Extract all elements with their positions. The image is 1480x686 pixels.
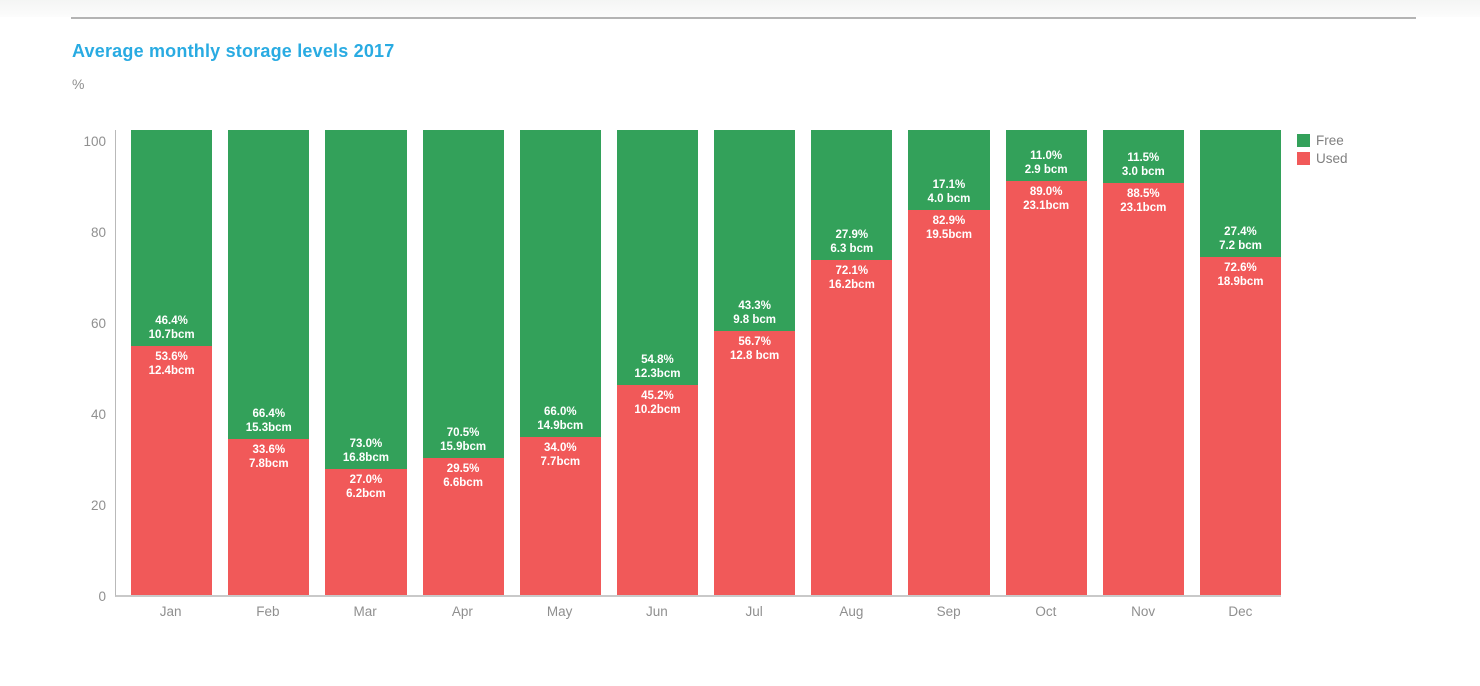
month-label-oct: Oct: [1035, 604, 1057, 619]
top-divider: [71, 17, 1416, 19]
y-tick-label-20: 20: [90, 498, 106, 513]
bar-segment-free-apr: 70.5% 15.9bcm: [422, 130, 504, 458]
segment-label-free-jun: 54.8% 12.3bcm: [634, 353, 681, 380]
bar-segment-free-nov: 11.5% 3.0 bcm: [1102, 130, 1184, 184]
month-label-may: May: [546, 604, 573, 619]
y-tick-label-40: 40: [90, 407, 106, 422]
bar-sep: 17.1% 4.0 bcm 82.9% 19.5bcm: [908, 130, 990, 595]
x-axis: Jan Feb Mar Apr May Jun Jul Aug Sep Oct Nov Dec: [130, 604, 1281, 619]
bar-oct: 11.0% 2.9 bcm 89.0% 23.1bcm: [1005, 130, 1087, 595]
segment-label-free-jan: 46.4% 10.7bcm: [148, 314, 195, 341]
month-label-dec: Dec: [1228, 604, 1253, 619]
bar-segment-free-oct: 11.0% 2.9 bcm: [1005, 130, 1087, 182]
segment-label-free-dec: 27.4% 7.2 bcm: [1219, 226, 1262, 253]
legend-label-free: Free: [1316, 132, 1344, 148]
segment-label-free-jul: 43.3% 9.8 bcm: [733, 300, 777, 327]
segment-label-used-may: 34.0% 7.7bcm: [540, 441, 581, 468]
bar-segment-free-aug: 27.9% 6.3 bcm: [811, 130, 893, 260]
segment-label-used-mar: 27.0% 6.2bcm: [346, 474, 386, 501]
bar-segment-used-dec: 72.6% 18.9bcm: [1199, 257, 1282, 595]
bar-segment-used-jan: 53.6% 12.4bcm: [131, 345, 213, 595]
bar-segment-used-apr: 29.5% 6.6bcm: [422, 457, 504, 595]
bar-feb: 66.4% 15.3bcm 33.6% 7.8bcm: [228, 130, 310, 595]
plot-area: 46.4% 10.7bcm 53.6% 12.4bcm 66.4% 15.3bcm 3…: [115, 130, 1282, 597]
bar-segment-free-jun: 54.8% 12.3bcm: [616, 130, 699, 385]
segment-label-used-jan: 53.6% 12.4bcm: [148, 350, 195, 377]
bar-segment-free-jul: 43.3% 9.8 bcm: [714, 130, 796, 332]
bar-aug: 27.9% 6.3 bcm 72.1% 16.2bcm: [811, 130, 893, 595]
segment-label-free-may: 66.0% 14.9bcm: [537, 405, 584, 432]
bar-segment-used-aug: 72.1% 16.2bcm: [811, 259, 893, 595]
bar-segment-used-feb: 33.6% 7.8bcm: [228, 438, 310, 595]
month-label-aug: Aug: [839, 604, 864, 619]
segment-label-used-feb: 33.6% 7.8bcm: [248, 443, 289, 470]
bar-may: 66.0% 14.9bcm 34.0% 7.7bcm: [519, 130, 601, 595]
bar-segment-free-jan: 46.4% 10.7bcm: [131, 130, 213, 346]
segment-label-used-aug: 72.1% 16.2bcm: [828, 264, 875, 291]
segment-label-free-sep: 17.1% 4.0 bcm: [927, 178, 971, 205]
bar-segment-free-dec: 27.4% 7.2 bcm: [1199, 130, 1282, 258]
legend-item-used: Used: [1297, 149, 1348, 167]
segment-label-free-aug: 27.9% 6.3 bcm: [830, 228, 874, 255]
bars-row: 46.4% 10.7bcm 53.6% 12.4bcm 66.4% 15.3bcm 3…: [131, 130, 1282, 595]
bar-segment-free-feb: 66.4% 15.3bcm: [228, 130, 310, 439]
bar-segment-used-mar: 27.0% 6.2bcm: [325, 469, 407, 595]
bar-segment-used-may: 34.0% 7.7bcm: [519, 436, 601, 595]
legend: Free Used: [1297, 131, 1348, 167]
segment-label-used-jun: 45.2% 10.2bcm: [634, 389, 681, 416]
bar-jun: 54.8% 12.3bcm 45.2% 10.2bcm: [616, 130, 699, 595]
segment-label-free-apr: 70.5% 15.9bcm: [440, 426, 487, 453]
segment-label-used-apr: 29.5% 6.6bcm: [443, 462, 483, 489]
bar-segment-free-mar: 73.0% 16.8bcm: [325, 130, 407, 470]
page-top-band: [0, 0, 1480, 17]
segment-label-used-nov: 88.5% 23.1bcm: [1120, 188, 1167, 215]
chart-title: Average monthly storage levels 2017: [72, 41, 395, 61]
bar-segment-used-jun: 45.2% 10.2bcm: [616, 384, 699, 595]
bar-mar: 73.0% 16.8bcm 27.0% 6.2bcm: [325, 130, 407, 595]
segment-label-free-nov: 11.5% 3.0 bcm: [1121, 152, 1165, 179]
bar-segment-free-may: 66.0% 14.9bcm: [519, 130, 601, 437]
bar-segment-free-sep: 17.1% 4.0 bcm: [908, 130, 990, 210]
month-label-sep: Sep: [936, 604, 961, 619]
segment-label-used-dec: 72.6% 18.9bcm: [1217, 262, 1264, 289]
bar-jan: 46.4% 10.7bcm 53.6% 12.4bcm: [131, 130, 213, 595]
bar-segment-used-jul: 56.7% 12.8 bcm: [714, 331, 796, 595]
segment-label-used-sep: 82.9% 19.5bcm: [925, 214, 972, 241]
bar-apr: 70.5% 15.9bcm 29.5% 6.6bcm: [422, 130, 504, 595]
y-axis-unit-label: %: [72, 76, 85, 92]
y-tick-label-0: 0: [98, 589, 106, 604]
month-label-jan: Jan: [159, 604, 182, 619]
y-tick-label-60: 60: [90, 316, 106, 331]
segment-label-free-oct: 11.0% 2.9 bcm: [1024, 150, 1068, 177]
bar-segment-used-oct: 89.0% 23.1bcm: [1005, 181, 1087, 595]
legend-swatch-free-icon: [1297, 133, 1310, 147]
month-label-mar: Mar: [353, 604, 377, 619]
segment-label-free-mar: 73.0% 16.8bcm: [342, 438, 389, 465]
month-label-jul: Jul: [745, 604, 763, 619]
bar-jul: 43.3% 9.8 bcm 56.7% 12.8 bcm: [714, 130, 796, 595]
y-tick-label-80: 80: [90, 225, 106, 240]
y-axis: 0 20 40 60 80 100: [58, 130, 106, 604]
month-label-jun: Jun: [645, 604, 668, 619]
segment-label-free-feb: 66.4% 15.3bcm: [245, 407, 292, 434]
legend-swatch-used-icon: [1297, 151, 1310, 165]
segment-label-used-oct: 89.0% 23.1bcm: [1023, 186, 1070, 213]
segment-label-used-jul: 56.7% 12.8 bcm: [730, 336, 780, 363]
y-tick-label-100: 100: [83, 134, 106, 149]
bar-dec: 27.4% 7.2 bcm 72.6% 18.9bcm: [1199, 130, 1282, 595]
month-label-apr: Apr: [451, 604, 473, 619]
bar-segment-used-sep: 82.9% 19.5bcm: [908, 209, 990, 595]
month-label-feb: Feb: [256, 604, 280, 619]
legend-label-used: Used: [1316, 150, 1348, 166]
bar-segment-used-nov: 88.5% 23.1bcm: [1102, 183, 1184, 595]
month-label-nov: Nov: [1131, 604, 1156, 619]
legend-item-free: Free: [1297, 131, 1348, 149]
bar-nov: 11.5% 3.0 bcm 88.5% 23.1bcm: [1102, 130, 1184, 595]
